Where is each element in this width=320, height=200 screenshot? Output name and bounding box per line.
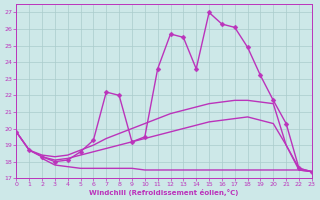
- X-axis label: Windchill (Refroidissement éolien,°C): Windchill (Refroidissement éolien,°C): [89, 189, 239, 196]
